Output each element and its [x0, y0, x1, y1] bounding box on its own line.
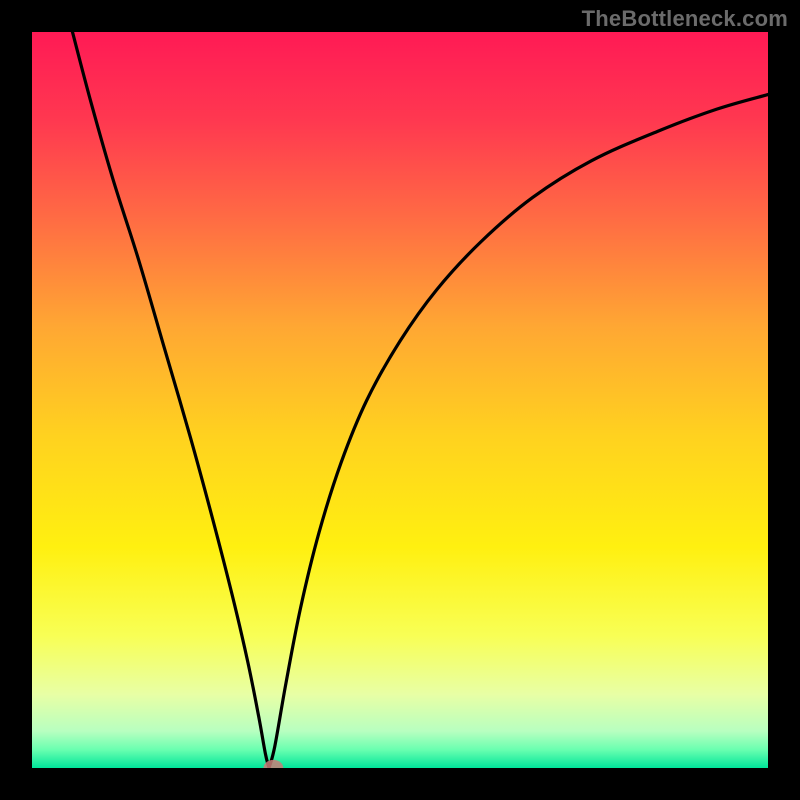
- plot-area: [32, 32, 768, 768]
- curve-left-branch: [72, 32, 269, 768]
- curve-right-branch: [269, 95, 768, 768]
- watermark-text: TheBottleneck.com: [582, 6, 788, 32]
- bottleneck-curve: [32, 32, 768, 768]
